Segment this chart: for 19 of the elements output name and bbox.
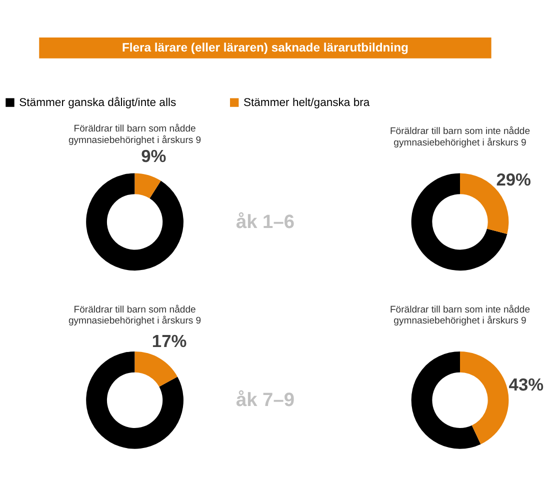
donut-slice <box>134 173 161 198</box>
chart-title: Föräldrar till barn som inte nådde gymnasiebehörighet i årskurs 9 <box>390 304 530 327</box>
data-label: 17% <box>152 330 187 351</box>
data-label: 43% <box>508 374 544 395</box>
legend-label: Stämmer ganska dåligt/inte alls <box>19 96 176 110</box>
legend-label: Stämmer helt/ganska bra <box>243 97 370 110</box>
chart-title: Föräldrar till barn som inte nådde gymnasiebehörighet i årskurs 9 <box>390 126 530 148</box>
text: åk 7–9 <box>236 390 294 412</box>
donut-slice <box>411 351 481 449</box>
donut-slice <box>86 173 184 271</box>
text: åk 1–6 <box>236 212 294 233</box>
donut-slice <box>460 351 509 444</box>
text: Flera lärare (eller läraren) saknade lärarutbildning <box>122 40 408 54</box>
donut-slice <box>86 351 184 449</box>
data-label: 9% <box>141 146 166 166</box>
data-label: 29% <box>496 170 531 190</box>
donut-slice <box>134 351 178 387</box>
text: Föräldrar till barn som nådde gymnasiebehörighet i årskurs 9 <box>68 124 202 146</box>
chart-title: Föräldrar till barn som nådde gymnasiebehörighet i årskurs 9 <box>68 304 202 327</box>
